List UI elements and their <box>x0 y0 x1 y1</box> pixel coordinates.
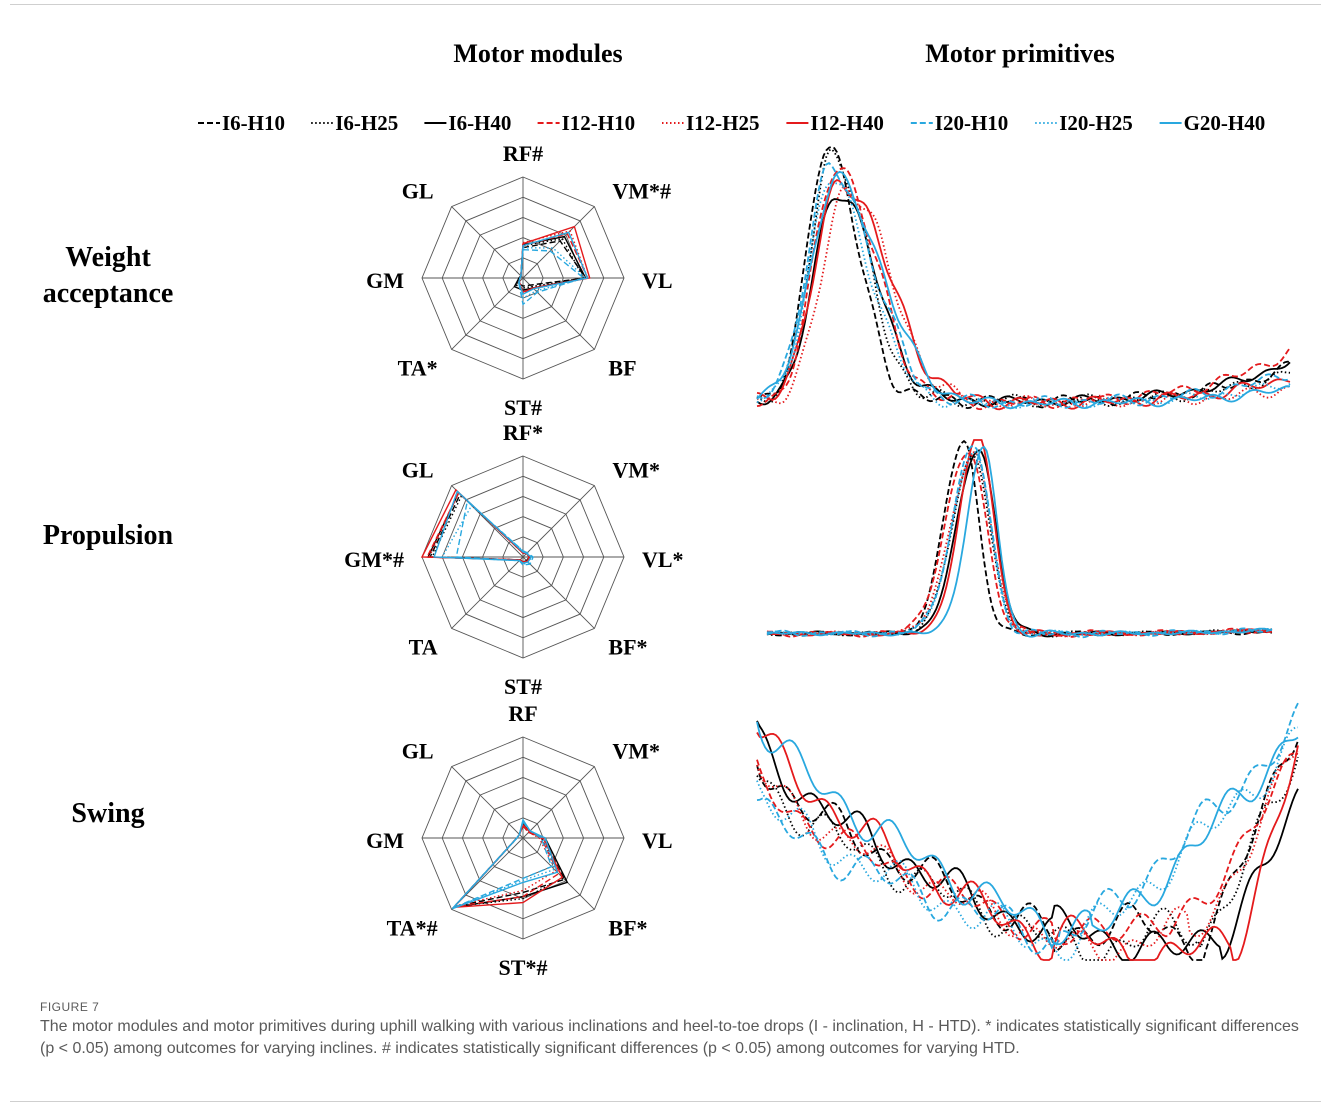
primitive-series-i12-h40 <box>756 732 1299 961</box>
radar-spoke <box>522 766 595 839</box>
legend: I6-H10 I6-H25 I6-H40 I12-H10 I12-H25 I12-H40 I… <box>198 111 1265 135</box>
radar-spoke <box>522 485 595 558</box>
radar-axis-label: VM* <box>612 739 660 764</box>
primitive-series-i6-h10 <box>766 439 1273 637</box>
radar-axis-label: TA*# <box>387 915 438 940</box>
primitive-series-i20-h10 <box>756 702 1299 955</box>
primitive-series-i12-h10 <box>756 752 1299 946</box>
primitive-series-g20-h40 <box>756 170 1291 410</box>
radar-chart-3: RF VM* VL BF* ST*# TA*# GM GL <box>366 701 672 980</box>
radar-axis-label: RF <box>508 701 537 726</box>
radar-axis-label: VL <box>642 828 673 853</box>
primitive-series-i6-h25 <box>766 454 1273 638</box>
radar-spoke <box>451 277 524 350</box>
primitive-series-i6-h40 <box>756 198 1291 408</box>
radar-axis-label: RF* <box>503 420 543 445</box>
radar-spoke <box>451 556 524 629</box>
radar-axis-label: VM* <box>612 458 660 483</box>
bottom-rule <box>10 1101 1321 1102</box>
radar-axis-label: BF* <box>608 915 647 940</box>
primitive-series-i20-h25 <box>756 181 1291 409</box>
radar-axis-label: GM <box>366 268 404 293</box>
primitive-series-i6-h25 <box>756 148 1291 408</box>
primitive-series-i6-h25 <box>756 756 1299 961</box>
primitive-series-i12-h25 <box>756 750 1299 961</box>
radar-spoke <box>522 837 595 910</box>
radar-axis-label: VL* <box>642 547 684 572</box>
radar-series-i20-h10 <box>452 820 553 909</box>
primitive-series-i12-h25 <box>766 451 1273 638</box>
radar-series-i6-h25 <box>431 494 531 563</box>
radar-spoke <box>522 206 595 279</box>
row-label-propulsion: Propulsion <box>43 520 174 551</box>
row-label-swing: Swing <box>71 798 144 829</box>
primitive-series-g20-h40 <box>766 445 1273 638</box>
legend-label-i12-h40: I12-H40 <box>810 111 884 135</box>
figure-canvas: Motor modules Motor primitives I6-H10 I6-… <box>43 39 1299 980</box>
primitive-series-i6-h10 <box>756 740 1299 961</box>
primitive-series-i20-h25 <box>766 450 1273 637</box>
radar-axis-label: GM*# <box>344 547 404 572</box>
figure-caption: FIGURE 7 The motor modules and motor pri… <box>40 1000 1300 1060</box>
radar-axis-label: RF# <box>503 141 543 166</box>
primitive-series-i12-h10 <box>766 452 1273 638</box>
radar-chart-2: RF* VM* VL* BF* ST# TA GM*# GL <box>344 420 683 699</box>
legend-label-g20-h40: G20-H40 <box>1184 111 1266 135</box>
radar-axis-label: GL <box>402 458 434 483</box>
legend-label-i6-h10: I6-H10 <box>222 111 285 135</box>
radar-axis-label: BF* <box>608 634 647 659</box>
radar-axis-label: GL <box>402 739 434 764</box>
radar-axis-label: VM*# <box>612 179 671 204</box>
figure-number: FIGURE 7 <box>40 1000 100 1014</box>
radar-spoke <box>522 556 595 629</box>
radar-series-g20-h40 <box>433 490 533 564</box>
caption-text: The motor modules and motor primitives d… <box>40 1018 1299 1057</box>
legend-label-i12-h10: I12-H10 <box>562 111 636 135</box>
primitive-series-i12-h40 <box>766 439 1273 637</box>
header-motor-modules: Motor modules <box>453 39 622 68</box>
primitive-series-i12-h40 <box>756 178 1291 411</box>
primitive-series-g20-h40 <box>756 721 1299 950</box>
primitive-series-i12-h10 <box>756 167 1291 411</box>
primitive-chart-3 <box>756 702 1299 961</box>
radar-series-g20-h40 <box>451 818 559 910</box>
top-rule <box>10 4 1321 5</box>
legend-label-i20-h10: I20-H10 <box>935 111 1009 135</box>
primitive-series-i6-h10 <box>756 145 1291 410</box>
primitive-chart-2 <box>766 439 1273 639</box>
radar-axis-label: TA <box>409 634 438 659</box>
primitive-series-i20-h25 <box>756 726 1299 961</box>
legend-label-i6-h40: I6-H40 <box>448 111 511 135</box>
radar-axis-label: VL <box>642 268 673 293</box>
row-label-weight-acceptance-1: Weight <box>65 242 151 273</box>
radar-series-i20-h25 <box>441 504 532 565</box>
row-label-weight-acceptance-2: acceptance <box>43 278 174 309</box>
radar-axis-label: GM <box>366 828 404 853</box>
radar-spoke <box>451 206 524 279</box>
radar-series-i20-h25 <box>518 246 588 300</box>
legend-label-i12-h25: I12-H25 <box>686 111 760 135</box>
primitive-series-i6-h40 <box>766 449 1273 638</box>
radar-series-i12-h25 <box>453 824 557 907</box>
radar-series-g20-h40 <box>517 231 589 296</box>
radar-axis-label: BF <box>608 355 636 380</box>
radar-axis-label: ST# <box>504 674 542 699</box>
radar-axis-label: ST*# <box>499 955 548 980</box>
header-motor-primitives: Motor primitives <box>925 39 1114 68</box>
primitive-series-i12-h25 <box>756 185 1291 409</box>
radar-axis-label: GL <box>402 179 434 204</box>
legend-label-i6-h25: I6-H25 <box>335 111 398 135</box>
radar-axis-label: ST# <box>504 395 542 420</box>
primitive-series-i6-h40 <box>756 720 1299 961</box>
legend-label-i20-h25: I20-H25 <box>1059 111 1133 135</box>
radar-chart-1: RF# VM*# VL BF ST# TA* GM GL <box>366 141 672 420</box>
radar-spoke <box>451 766 524 839</box>
primitive-series-i20-h10 <box>766 445 1273 639</box>
primitive-chart-1 <box>756 145 1291 411</box>
radar-spoke <box>522 277 595 350</box>
radar-axis-label: TA* <box>398 355 438 380</box>
